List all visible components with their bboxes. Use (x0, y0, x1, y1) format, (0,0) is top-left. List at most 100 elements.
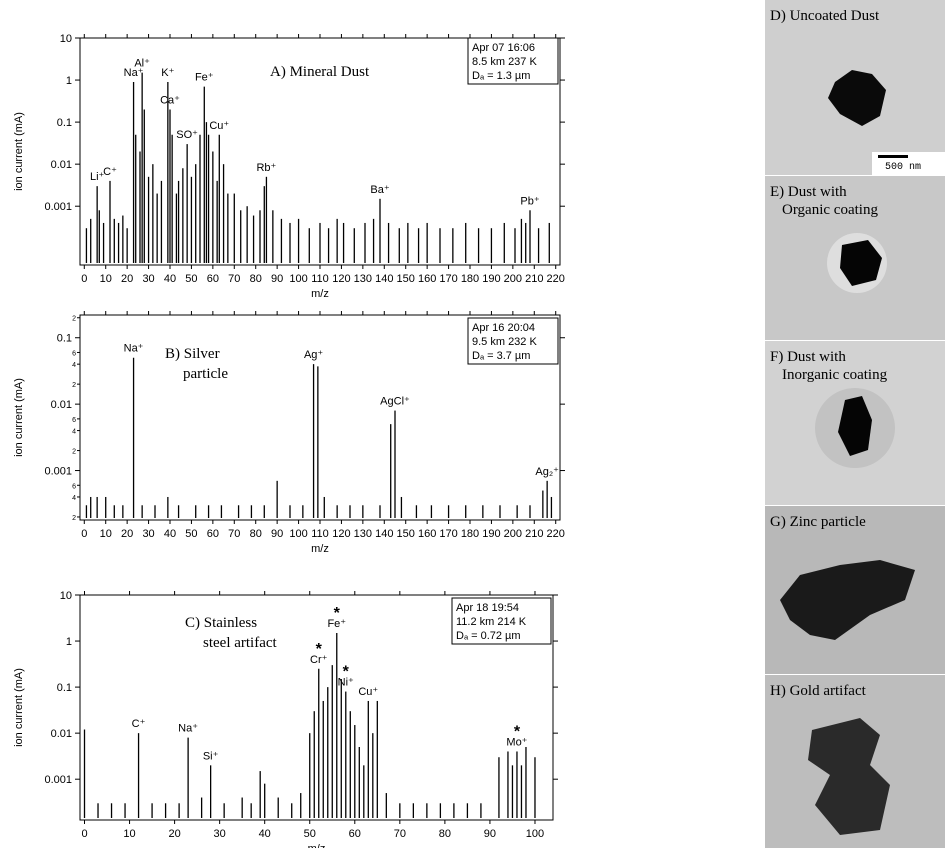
x-tick-label: 140 (375, 528, 393, 540)
x-tick-label: 80 (250, 528, 262, 540)
x-tick-label: 170 (439, 273, 457, 285)
image-label: Organic coating (782, 202, 878, 218)
info-line: 11.2 km 214 K (456, 616, 527, 628)
info-line: 9.5 km 232 K (472, 336, 537, 348)
panel-title: B) Silver (165, 346, 220, 362)
peak-label: Na⁺ (124, 343, 144, 355)
y-tick-label: 10 (60, 590, 72, 602)
x-tick-label: 220 (547, 528, 565, 540)
image-label: F) Dust with (770, 349, 846, 365)
peak-label: Ca⁺ (160, 94, 180, 106)
x-tick-label: 110 (311, 273, 329, 285)
particle (828, 70, 886, 126)
y-tick-label: 0.01 (51, 399, 72, 411)
x-tick-label: 130 (354, 273, 372, 285)
peak-label: Ni⁺ (338, 677, 354, 689)
x-tick-label: 20 (121, 273, 133, 285)
peak-label: Mo⁺ (506, 736, 527, 748)
peak-label: Fe⁺ (195, 72, 214, 84)
y-minor-label: 2 (72, 515, 76, 522)
image-label: E) Dust with (770, 184, 847, 200)
x-tick-label: 120 (332, 528, 350, 540)
y-tick-label: 0.001 (44, 466, 72, 478)
x-tick-label: 120 (332, 273, 350, 285)
y-tick-label: 0.01 (51, 728, 72, 740)
x-tick-label: 90 (271, 528, 283, 540)
x-tick-label: 70 (228, 273, 240, 285)
peak-label: Cr⁺ (310, 654, 328, 666)
x-tick-label: 80 (439, 828, 451, 840)
peak-label: Ag₂⁺ (535, 466, 559, 478)
x-tick-label: 170 (439, 528, 457, 540)
y-tick-label: 1 (66, 636, 72, 648)
y-minor-label: 2 (72, 316, 76, 323)
y-minor-label: 2 (72, 449, 76, 456)
peak-star: * (514, 723, 521, 740)
scale-label: 500 nm (885, 162, 921, 173)
x-tick-label: 180 (461, 528, 479, 540)
peak-label: Cu⁺ (358, 686, 378, 698)
particle (838, 396, 872, 456)
peak-label: Si⁺ (203, 750, 219, 762)
y-axis-label: ion current (mA) (13, 378, 25, 457)
x-tick-label: 10 (123, 828, 135, 840)
x-axis-label: m/z (311, 288, 329, 300)
x-tick-label: 140 (375, 273, 393, 285)
particle (840, 240, 882, 286)
y-minor-label: 4 (72, 362, 76, 369)
x-tick-label: 190 (482, 273, 500, 285)
y-tick-label: 10 (60, 33, 72, 45)
x-tick-label: 210 (525, 273, 543, 285)
peak-label: C⁺ (103, 166, 117, 178)
peak-label: Fe⁺ (327, 618, 346, 630)
peak-star: * (343, 664, 350, 681)
x-tick-label: 160 (418, 528, 436, 540)
y-tick-label: 0.1 (57, 117, 72, 129)
panel-title: A) Mineral Dust (270, 64, 370, 80)
x-tick-label: 220 (547, 273, 565, 285)
scale-bar (878, 155, 908, 158)
image-label: D) Uncoated Dust (770, 8, 880, 24)
x-tick-label: 210 (525, 528, 543, 540)
y-minor-label: 4 (72, 495, 76, 502)
x-tick-label: 30 (214, 828, 226, 840)
x-tick-label: 200 (504, 273, 522, 285)
info-line: 8.5 km 237 K (472, 56, 537, 68)
x-tick-label: 0 (81, 828, 87, 840)
x-tick-label: 60 (207, 273, 219, 285)
x-tick-label: 50 (185, 528, 197, 540)
peak-star: * (334, 605, 341, 622)
y-tick-label: 0.1 (57, 333, 72, 345)
info-line: Dₐ = 1.3 µm (472, 70, 530, 82)
peak-label: Al⁺ (134, 58, 150, 70)
peak-label: Na⁺ (178, 723, 198, 735)
particle (780, 560, 915, 640)
peak-label: AgCl⁺ (380, 396, 410, 408)
x-tick-label: 100 (289, 528, 307, 540)
y-minor-label: 6 (72, 350, 76, 357)
y-minor-label: 6 (72, 417, 76, 424)
x-tick-label: 50 (185, 273, 197, 285)
peak-label: Ag⁺ (304, 349, 323, 361)
y-axis-label: ion current (mA) (13, 112, 25, 191)
image-label: H) Gold artifact (770, 683, 867, 699)
x-tick-label: 60 (349, 828, 361, 840)
x-tick-label: 130 (354, 528, 372, 540)
peak-label: Li⁺ (90, 171, 105, 183)
peak-label: Ba⁺ (370, 184, 389, 196)
x-tick-label: 40 (164, 273, 176, 285)
info-line: Apr 18 19:54 (456, 602, 519, 614)
info-line: Dₐ = 3.7 µm (472, 350, 530, 362)
info-line: Dₐ = 0.72 µm (456, 630, 521, 642)
x-tick-label: 0 (81, 528, 87, 540)
x-axis-label: m/z (308, 843, 326, 848)
peak-star: * (316, 641, 323, 658)
peak-label: Pb⁺ (520, 195, 539, 207)
image-label: G) Zinc particle (770, 514, 866, 530)
x-tick-label: 30 (142, 273, 154, 285)
peak-label: Rb⁺ (256, 162, 276, 174)
info-box (467, 37, 559, 85)
x-tick-label: 90 (271, 273, 283, 285)
y-axis-label: ion current (mA) (13, 668, 25, 747)
